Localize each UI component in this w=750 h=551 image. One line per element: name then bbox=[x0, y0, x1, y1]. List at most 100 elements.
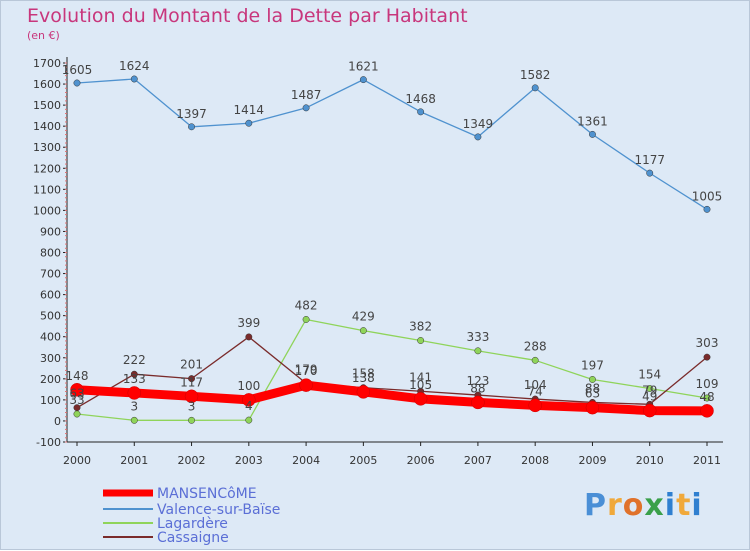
series-point-2 bbox=[417, 337, 425, 344]
data-label: 79 bbox=[642, 383, 657, 397]
series-point-1 bbox=[302, 104, 310, 112]
data-label: 33 bbox=[69, 393, 84, 407]
data-label: 148 bbox=[66, 369, 89, 383]
series-point-0 bbox=[413, 392, 428, 406]
data-label: 138 bbox=[352, 371, 375, 385]
series-point-2 bbox=[646, 385, 654, 392]
x-tick-label: 2006 bbox=[407, 454, 435, 467]
series-point-0 bbox=[585, 400, 600, 415]
series-point-3 bbox=[188, 375, 195, 383]
series-point-0 bbox=[528, 398, 542, 413]
series-point-0 bbox=[356, 385, 371, 399]
series-point-1 bbox=[531, 84, 539, 92]
y-tick-label: -100 bbox=[36, 436, 61, 449]
series-point-0 bbox=[127, 386, 142, 400]
y-tick-label: 1000 bbox=[33, 204, 61, 217]
series-point-2 bbox=[73, 410, 81, 418]
data-label: 222 bbox=[123, 353, 146, 367]
data-label: 303 bbox=[696, 336, 719, 350]
series-line-1 bbox=[76, 78, 708, 210]
data-label: 1487 bbox=[291, 88, 322, 102]
series-point-2 bbox=[474, 347, 482, 355]
series-point-2 bbox=[703, 394, 711, 402]
y-tick-label: 200 bbox=[40, 373, 61, 386]
legend-label-2: Lagardère bbox=[157, 516, 228, 532]
data-label: 141 bbox=[409, 370, 432, 384]
data-label: 3 bbox=[188, 399, 196, 413]
data-label: 63 bbox=[69, 387, 84, 401]
y-tick-label: 600 bbox=[40, 289, 61, 302]
series-point-0 bbox=[299, 378, 313, 392]
x-tick-label: 2004 bbox=[292, 454, 320, 467]
data-label: 1624 bbox=[119, 59, 150, 73]
data-label: 1397 bbox=[176, 107, 207, 121]
series-point-3 bbox=[245, 333, 253, 341]
series-point-2 bbox=[359, 327, 367, 335]
data-label: 1414 bbox=[234, 103, 265, 117]
series-point-2 bbox=[302, 316, 310, 323]
series-point-0 bbox=[700, 404, 714, 418]
series-point-1 bbox=[245, 119, 253, 127]
legend-label-1: Valence-sur-Baïse bbox=[157, 502, 280, 518]
series-line-0 bbox=[72, 380, 712, 416]
data-label: 104 bbox=[524, 378, 547, 392]
series-point-2 bbox=[245, 416, 253, 424]
data-label: 1582 bbox=[520, 68, 551, 82]
series-point-1 bbox=[188, 123, 195, 131]
series-point-0 bbox=[471, 395, 485, 410]
y-tick-label: 1500 bbox=[33, 99, 61, 112]
chart-title: Evolution du Montant de la Dette par Hab… bbox=[27, 5, 468, 27]
x-tick-label: 2000 bbox=[63, 454, 91, 467]
series-point-0 bbox=[184, 389, 199, 404]
series-point-0 bbox=[642, 403, 657, 418]
x-tick-label: 2009 bbox=[578, 454, 606, 467]
data-label: 288 bbox=[524, 339, 547, 353]
data-label: 179 bbox=[295, 362, 318, 376]
legend-label-3: Cassaigne bbox=[157, 530, 229, 546]
x-tick-label: 2010 bbox=[636, 454, 664, 467]
series-point-1 bbox=[646, 169, 654, 177]
legend-label-0: MANSENCôME bbox=[157, 486, 257, 502]
data-label: 1361 bbox=[577, 114, 608, 128]
series-point-1 bbox=[589, 130, 596, 138]
data-label: 197 bbox=[581, 358, 604, 372]
y-tick-label: 1600 bbox=[33, 78, 61, 91]
y-tick-label: 900 bbox=[40, 225, 61, 238]
data-label: 48 bbox=[699, 390, 714, 404]
x-tick-label: 2007 bbox=[464, 454, 492, 467]
data-label: 382 bbox=[409, 320, 432, 334]
data-label: 1005 bbox=[692, 189, 723, 203]
x-tick-label: 2005 bbox=[349, 454, 377, 467]
data-label: 1177 bbox=[634, 153, 665, 167]
y-tick-label: 100 bbox=[40, 394, 61, 407]
data-label: 133 bbox=[123, 372, 146, 386]
series-point-1 bbox=[417, 108, 425, 116]
data-label: 88 bbox=[470, 381, 485, 395]
series-point-1 bbox=[474, 133, 482, 141]
data-label: 4 bbox=[245, 399, 253, 413]
data-label: 333 bbox=[466, 330, 489, 344]
x-tick-label: 2002 bbox=[178, 454, 206, 467]
x-tick-label: 2001 bbox=[120, 454, 148, 467]
y-tick-label: 1100 bbox=[33, 183, 61, 196]
y-tick-label: 400 bbox=[40, 331, 61, 344]
series-point-2 bbox=[130, 416, 138, 424]
proxiti-logo: Proxiti bbox=[584, 488, 703, 523]
data-label: 201 bbox=[180, 358, 203, 372]
series-line-2 bbox=[76, 318, 708, 421]
y-tick-label: 500 bbox=[40, 310, 61, 323]
series-line-3 bbox=[76, 336, 708, 409]
x-tick-label: 2011 bbox=[693, 454, 721, 467]
data-label: 154 bbox=[638, 368, 661, 382]
series-point-0 bbox=[70, 383, 84, 397]
series-point-3 bbox=[703, 353, 711, 361]
y-tick-label: 700 bbox=[40, 268, 61, 281]
y-tick-label: 1200 bbox=[33, 162, 61, 175]
data-label: 123 bbox=[466, 374, 489, 388]
series-point-3 bbox=[130, 370, 138, 378]
y-tick-label: 1300 bbox=[33, 141, 61, 154]
data-label: 158 bbox=[352, 367, 375, 381]
data-label: 74 bbox=[528, 384, 543, 398]
data-label: 117 bbox=[180, 375, 203, 389]
